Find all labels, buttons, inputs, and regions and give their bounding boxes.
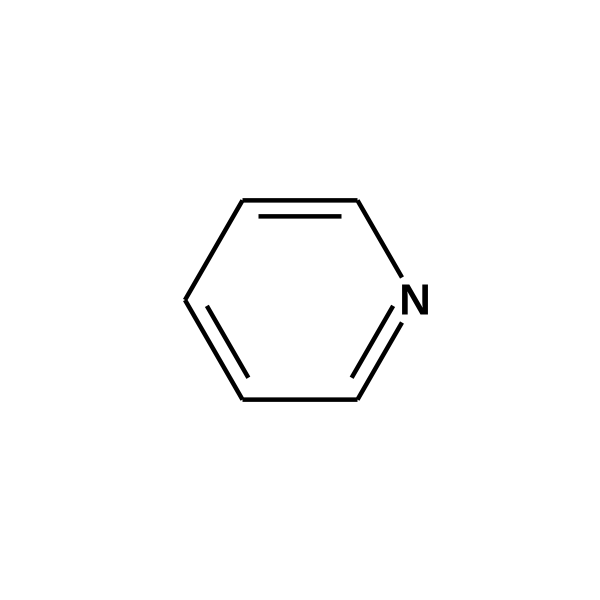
bond-line [358, 323, 403, 400]
atom-label-group: N [399, 276, 431, 325]
bond-group [185, 200, 402, 399]
bond-line [358, 200, 403, 277]
bond-line [207, 306, 249, 378]
molecule-diagram: N [0, 0, 600, 600]
atom-label-n: N [399, 276, 431, 325]
bond-line [352, 306, 394, 378]
bond-line [185, 200, 243, 300]
